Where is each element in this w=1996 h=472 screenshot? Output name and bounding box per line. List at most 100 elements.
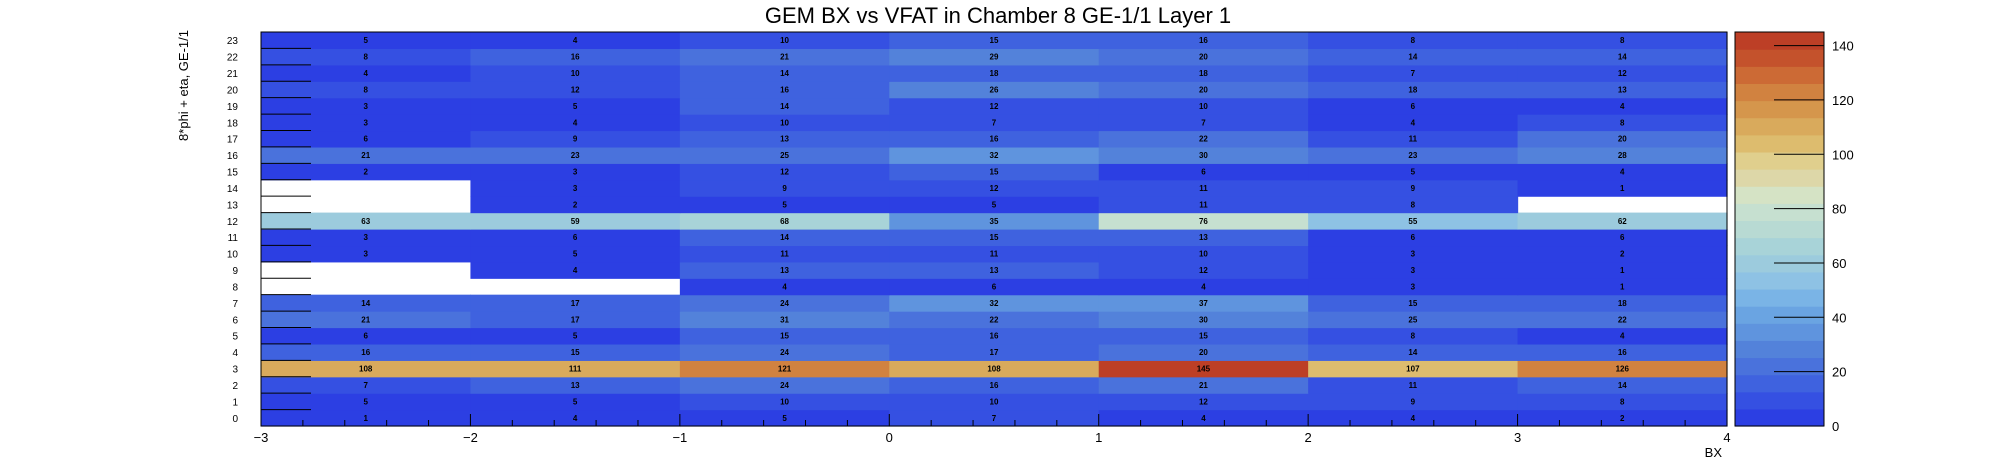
heatmap-cell: [679, 48, 890, 66]
colorbar-swatch: [1735, 32, 1824, 50]
y-tick-label: 8: [232, 282, 238, 293]
colorbar-swatch: [1735, 391, 1824, 410]
y-tick-label: 17: [227, 135, 239, 146]
cell-value-label: 22: [990, 315, 999, 324]
cell-value-label: 14: [1408, 53, 1417, 62]
cell-value-label: 35: [990, 217, 999, 226]
cell-value-label: 32: [990, 151, 999, 160]
cell-value-label: 2: [1620, 250, 1625, 259]
cell-value-label: 3: [1411, 282, 1416, 291]
cell-value-label: 15: [1408, 299, 1417, 308]
heatmap-cell: [470, 245, 681, 263]
cell-value-label: 5: [573, 250, 578, 259]
cell-value-label: 24: [780, 348, 789, 357]
heatmap-cell: [1517, 343, 1728, 361]
cell-value-label: 4: [1411, 118, 1416, 127]
heatmap-cell: [1308, 376, 1519, 394]
cell-value-label: 7: [1201, 118, 1206, 127]
heatmap-cell: [1308, 327, 1519, 345]
cell-value-label: 7: [992, 414, 997, 423]
heatmap-cell: [470, 343, 681, 361]
colorbar-swatch: [1735, 83, 1824, 102]
cell-value-label: 11: [1409, 381, 1418, 390]
cell-value-label: 1: [1620, 266, 1625, 275]
cell-value-label: 14: [361, 299, 370, 308]
cell-value-label: 12: [1199, 266, 1208, 275]
heatmap-cell: [1098, 48, 1309, 66]
heatmap-cell: [1098, 97, 1309, 115]
heatmap-cell: [1517, 130, 1728, 148]
colorbar-swatch: [1735, 66, 1824, 84]
cell-value-label: 17: [990, 348, 999, 357]
cell-value-label: 16: [990, 135, 999, 144]
heatmap-cell: [679, 130, 890, 148]
cell-value-label: 20: [1199, 85, 1208, 94]
heatmap-cell: [1308, 409, 1519, 427]
cell-value-label: 24: [780, 381, 789, 390]
cell-value-label: 17: [571, 299, 580, 308]
cell-value-label: 13: [780, 135, 789, 144]
cell-value-label: 10: [1199, 102, 1208, 111]
cell-value-label: 13: [990, 266, 999, 275]
heatmap-cell: [1098, 196, 1309, 214]
cell-value-label: 4: [1620, 102, 1625, 111]
heatmap-cell: [1517, 376, 1728, 394]
cell-value-label: 12: [990, 184, 999, 193]
cell-value-label: 13: [571, 381, 580, 390]
cell-value-label: 9: [782, 184, 787, 193]
colorbar-tick-label: 40: [1832, 310, 1846, 325]
heatmap-cell: [889, 114, 1100, 132]
heatmap-cell: [470, 146, 681, 164]
heatmap-cell: [1308, 97, 1519, 115]
x-tick-label: 1: [1095, 430, 1102, 445]
heatmap-cell: [261, 360, 472, 378]
cell-value-label: 3: [573, 168, 578, 177]
heatmap-cell: [1517, 114, 1728, 132]
y-tick-label: 3: [232, 365, 238, 376]
colorbar-swatch: [1735, 186, 1824, 204]
heatmap-cell: [470, 179, 681, 197]
cell-value-label: 4: [1411, 414, 1416, 423]
heatmap-cell: [261, 343, 472, 361]
cell-value-label: 12: [571, 85, 580, 94]
heatmap-cell: [889, 360, 1100, 378]
cell-value-label: 7: [1411, 69, 1416, 78]
cell-value-label: 3: [363, 102, 368, 111]
colorbar-swatch: [1735, 237, 1824, 256]
heatmap-cell: [679, 294, 890, 312]
heatmap-cell: [1098, 163, 1309, 181]
y-tick-label: 20: [227, 85, 239, 96]
heatmap-cell: [1098, 229, 1309, 247]
heatmap-cell: [889, 311, 1100, 329]
heatmap-cell: [261, 212, 472, 230]
cell-value-label: 8: [1411, 332, 1416, 341]
cell-value-label: 1: [1620, 184, 1625, 193]
heatmap-cell: [679, 196, 890, 214]
y-axis-label: 8*phi + eta, GE-1/1: [176, 30, 191, 141]
heatmap-cell: [1098, 245, 1309, 263]
heatmap-cell: [1308, 114, 1519, 132]
colorbar-tick-label: 100: [1832, 147, 1854, 162]
y-tick-label: 7: [232, 299, 238, 310]
cell-value-label: 5: [1411, 168, 1416, 177]
heatmap-cell: [261, 114, 472, 132]
cell-value-label: 4: [573, 36, 578, 45]
cell-value-label: 16: [361, 348, 370, 357]
cell-value-label: 5: [782, 200, 787, 209]
cell-value-label: 8: [1620, 397, 1625, 406]
chart-title: GEM BX vs VFAT in Chamber 8 GE-1/1 Layer…: [765, 3, 1231, 28]
heatmap-cell: [1308, 81, 1519, 99]
colorbar-tick-label: 140: [1832, 39, 1854, 54]
cell-value-label: 4: [363, 69, 368, 78]
cell-value-label: 15: [990, 233, 999, 242]
heatmap-cell: [889, 196, 1100, 214]
heatmap-cell: [261, 229, 472, 247]
heatmap-cell: [1308, 311, 1519, 329]
cell-value-label: 15: [571, 348, 580, 357]
cell-value-label: 21: [361, 315, 370, 324]
heatmap-cell: [1308, 130, 1519, 148]
heatmap-cell: [1308, 393, 1519, 411]
x-axis-label: BX: [1705, 445, 1723, 460]
colorbar-swatch: [1735, 220, 1824, 239]
